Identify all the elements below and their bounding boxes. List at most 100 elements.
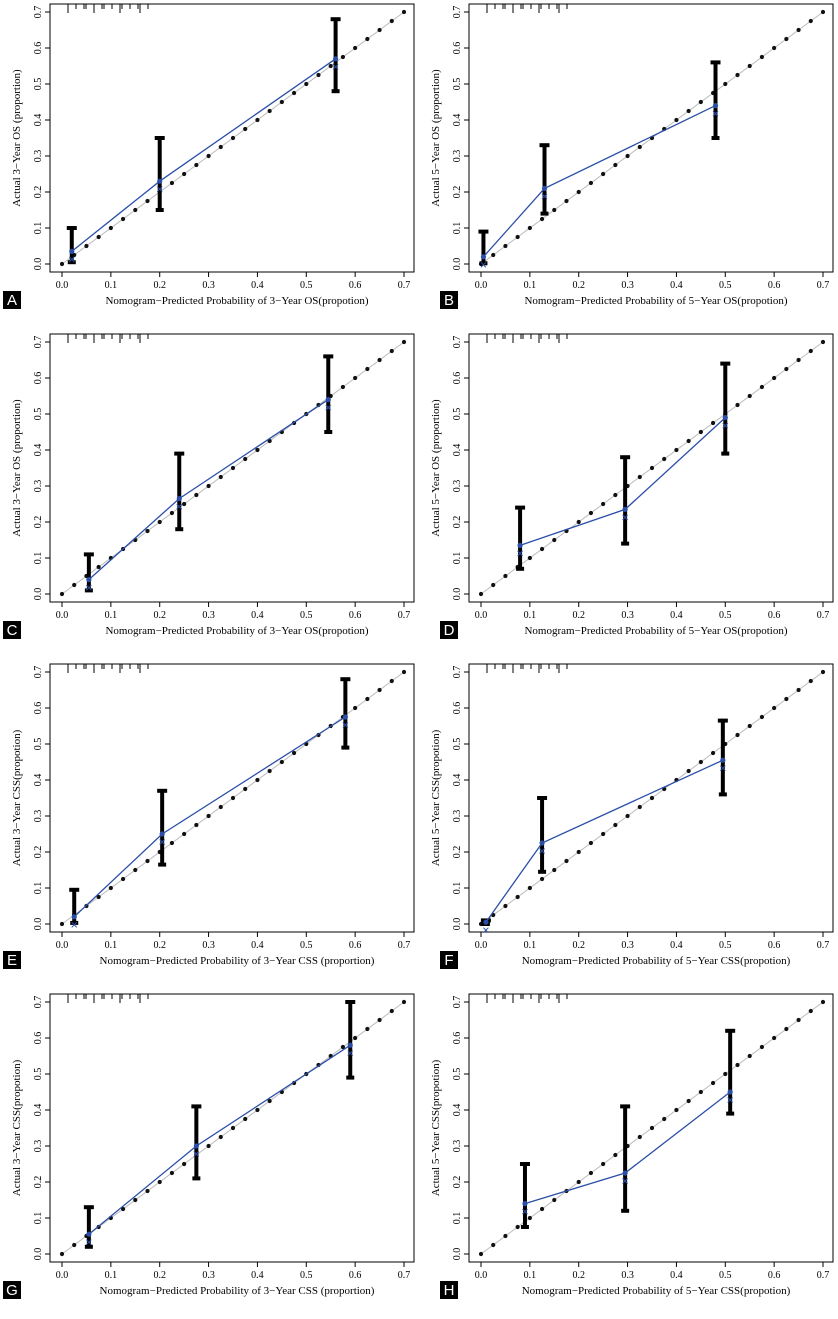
reference-dot xyxy=(145,858,150,864)
x-tick-label: 0.2 xyxy=(572,610,585,621)
reference-dot xyxy=(784,366,789,372)
reference-dot xyxy=(365,36,370,42)
x-tick-label: 0.2 xyxy=(153,280,166,291)
panel-letter-badge: B xyxy=(440,291,458,309)
x-tick-label: 0.1 xyxy=(524,1270,537,1281)
reference-dot xyxy=(588,840,594,846)
panel-letter-badge: E xyxy=(3,951,21,969)
bias-corrected-x-mark xyxy=(622,514,628,521)
ideal-reference-line xyxy=(478,999,826,1257)
reference-dot xyxy=(686,768,691,774)
reference-dot xyxy=(304,81,309,87)
calibration-panel-c: 0.0 0.1 0.2 0.3 0.4 0.5 0.6 0.7 0.0 0.1 0.2 0.3 0.4 0… xyxy=(3,333,415,639)
reference-dot xyxy=(169,510,175,516)
calibration-point xyxy=(86,577,92,583)
calibration-series xyxy=(515,361,731,571)
reference-dot xyxy=(120,876,126,882)
reference-dot xyxy=(389,348,394,354)
y-tick-label: 0.3 xyxy=(452,810,463,823)
calibration-point xyxy=(727,1089,733,1095)
reference-dot xyxy=(96,234,101,240)
reference-dot xyxy=(218,144,223,150)
reference-dot xyxy=(808,348,813,354)
reference-dot xyxy=(353,375,358,381)
calibration-point xyxy=(541,185,548,191)
reference-dot xyxy=(84,243,89,249)
reference-dot xyxy=(182,1161,187,1167)
plot-frame xyxy=(468,663,834,933)
calibration-point xyxy=(193,1143,199,1149)
reference-dot xyxy=(662,1116,667,1122)
rug-marks xyxy=(67,4,149,13)
panel-letter: B xyxy=(444,292,454,309)
reference-dot xyxy=(108,225,113,231)
reference-dot xyxy=(515,1224,520,1230)
reference-dot xyxy=(401,999,407,1005)
calibration-point xyxy=(157,178,163,184)
reference-dot xyxy=(243,786,248,792)
reference-dot xyxy=(145,198,150,204)
bias-corrected-x-mark xyxy=(712,110,719,117)
reference-dot xyxy=(503,1233,508,1239)
reference-dot xyxy=(340,54,346,60)
calibration-line xyxy=(88,399,329,581)
bias-corrected-x-mark xyxy=(71,921,78,928)
ideal-reference-line xyxy=(59,9,407,267)
bias-corrected-x-mark xyxy=(622,1178,628,1184)
panel-letter: E xyxy=(7,952,17,969)
x-tick-label: 0.7 xyxy=(817,1270,830,1281)
y-tick-label: 0.6 xyxy=(452,42,463,55)
reference-dot xyxy=(255,1107,260,1113)
y-tick-label: 0.2 xyxy=(33,186,44,199)
y-tick-label: 0.1 xyxy=(33,552,44,565)
y-tick-label: 0.1 xyxy=(452,882,463,895)
x-tick-label: 0.4 xyxy=(251,610,264,621)
calibration-point xyxy=(483,919,489,925)
reference-dot xyxy=(230,1125,236,1131)
rug-marks xyxy=(486,4,568,13)
reference-dot xyxy=(169,1170,175,1176)
reference-dot xyxy=(96,564,101,570)
reference-dot xyxy=(759,714,765,720)
x-axis-label: Nomogram−Predicted Probability of 5−Year… xyxy=(524,625,787,637)
y-tick-label: 0.4 xyxy=(452,114,463,127)
x-tick-label: 0.2 xyxy=(153,610,166,621)
y-tick-label: 0.6 xyxy=(452,372,463,385)
x-tick-label: 0.6 xyxy=(768,940,781,951)
y-tick-label: 0.1 xyxy=(452,222,463,235)
reference-dot xyxy=(194,162,199,168)
reference-dot xyxy=(772,375,777,381)
y-tick-label: 0.4 xyxy=(33,114,44,127)
panel-letter-badge: H xyxy=(440,1281,458,1299)
x-tick-label: 0.4 xyxy=(670,1270,683,1281)
reference-dot xyxy=(255,447,260,453)
x-tick-label: 0.7 xyxy=(398,1270,411,1281)
reference-dot xyxy=(206,483,211,489)
calibration-series xyxy=(66,17,341,265)
calibration-point xyxy=(722,415,728,421)
panel-letter-badge: D xyxy=(440,621,458,639)
y-tick-label: 0.7 xyxy=(33,996,44,1009)
y-tick-label: 0.3 xyxy=(452,1140,463,1153)
y-tick-label: 0.0 xyxy=(452,588,463,601)
x-tick-label: 0.7 xyxy=(817,610,830,621)
reference-dot xyxy=(255,117,260,123)
y-tick-label: 0.3 xyxy=(452,150,463,163)
x-tick-label: 0.4 xyxy=(670,610,683,621)
panel-letter-box xyxy=(440,951,458,969)
reference-dot xyxy=(243,1116,248,1122)
bias-corrected-x-mark xyxy=(539,848,545,854)
x-tick-label: 0.1 xyxy=(105,1270,118,1281)
rug-marks xyxy=(486,334,568,343)
reference-dot xyxy=(279,759,284,765)
y-tick-label: 0.0 xyxy=(452,258,463,271)
calibration-panel-b: 0.0 0.1 0.2 0.3 0.4 0.5 0.6 0.7 0.0 0.1 0.2 0.3 0.4 0… xyxy=(430,3,834,309)
reference-dot xyxy=(576,1179,581,1185)
y-tick-label: 0.0 xyxy=(33,918,44,931)
y-tick-label: 0.5 xyxy=(33,1068,44,1081)
y-tick-label: 0.6 xyxy=(33,1032,44,1045)
panel-letter: G xyxy=(6,1282,18,1299)
calibration-point xyxy=(69,248,75,254)
reference-dot xyxy=(133,207,138,213)
reference-dot xyxy=(491,252,496,258)
